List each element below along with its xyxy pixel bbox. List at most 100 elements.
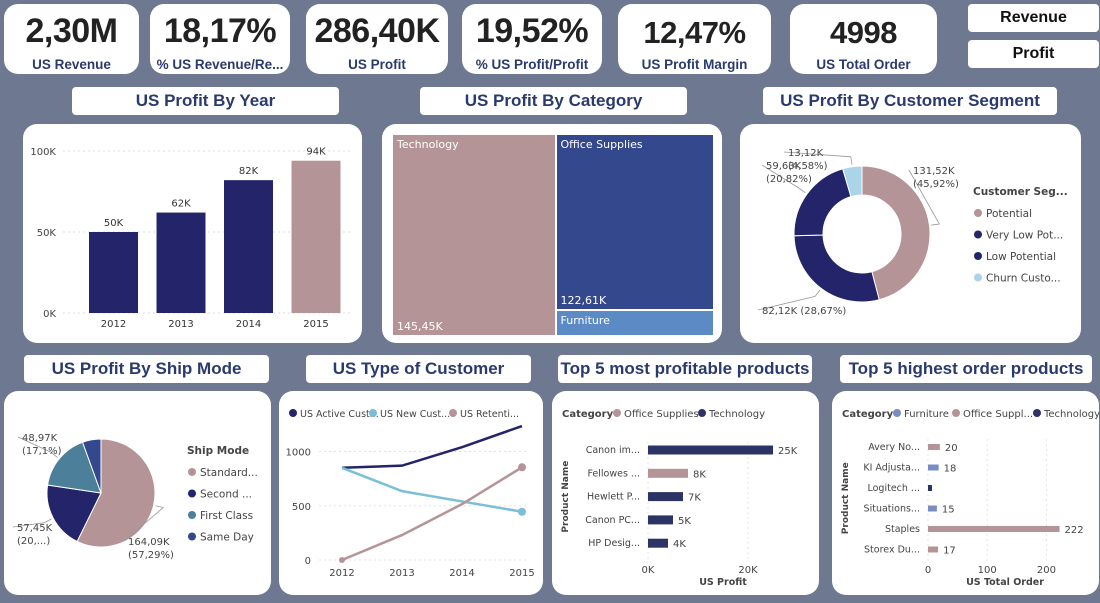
top-profitable-bar-chart: Category Office Supplies Technology 0K 20K Ca… bbox=[561, 409, 798, 588]
bar bbox=[928, 464, 939, 471]
legend-label: US Active Cust... bbox=[300, 409, 379, 420]
treemap-category-label: Technology bbox=[397, 138, 459, 151]
treemap-tile[interactable]: Technology 145,45K bbox=[392, 134, 556, 336]
kpi-label: US Profit bbox=[348, 57, 406, 72]
title-top-profitable: Top 5 most profitable products bbox=[558, 355, 812, 383]
slice bbox=[76, 438, 156, 548]
legend-marker bbox=[698, 409, 706, 417]
title-profit-by-category: US Profit By Category bbox=[420, 87, 687, 115]
slice bbox=[861, 165, 931, 301]
profit-by-ship-mode-pie: 164,09K (57,29%) 57,45K (20,...) 48,97K (17,1… bbox=[12, 433, 258, 561]
legend-marker bbox=[974, 252, 982, 260]
kpi-card-revenue: 2,30M US Revenue bbox=[4, 4, 139, 74]
top-orders-bar-chart: Category Furniture Office Suppl... Technolo… bbox=[841, 409, 1100, 588]
y-tick-label: Canon im... bbox=[586, 445, 640, 456]
data-label: 15 bbox=[942, 505, 955, 516]
y-tick-label: HP Desig... bbox=[588, 538, 640, 549]
kpi-card-profit-margin: 12,47% US Profit Margin bbox=[618, 4, 771, 74]
slice-label: (20,82%) bbox=[766, 174, 812, 185]
legend-label: Churn Custo... bbox=[986, 273, 1061, 285]
kpi-label: US Revenue bbox=[32, 57, 111, 72]
x-tick-label: 0K bbox=[642, 565, 655, 576]
kpi-value: 12,47% bbox=[643, 15, 746, 50]
x-tick-label: 2015 bbox=[303, 319, 328, 330]
bar bbox=[648, 538, 668, 548]
kpi-value: 19,52% bbox=[475, 12, 589, 50]
slice-label: (4,58%) bbox=[788, 161, 828, 172]
slice-label: 164,09K bbox=[128, 537, 170, 548]
leader-line bbox=[908, 169, 941, 226]
y-axis-title: Product Name bbox=[561, 461, 571, 533]
treemap-category-label: Office Supplies bbox=[560, 138, 643, 151]
legend-label: Technology bbox=[708, 409, 765, 420]
treemap-category-label: Furniture bbox=[560, 313, 610, 327]
y-tick-label: 100K bbox=[30, 147, 56, 158]
y-tick-label: 0 bbox=[305, 556, 311, 567]
legend-marker bbox=[974, 273, 982, 282]
leader-line bbox=[783, 151, 853, 165]
y-tick-label: 0K bbox=[43, 309, 56, 320]
y-tick-label: Situations... bbox=[864, 504, 920, 515]
kpi-label: % US Profit/Profit bbox=[475, 57, 589, 72]
x-tick-label: 200 bbox=[1037, 565, 1056, 576]
treemap-value-label: 145,45K bbox=[397, 320, 443, 333]
bar bbox=[928, 485, 932, 491]
data-label: 18 bbox=[944, 464, 957, 475]
profit-by-category-treemap: Technology 145,45K Office Supplies 122,61K F… bbox=[392, 134, 714, 336]
slice-label: 57,45K bbox=[17, 523, 53, 534]
slice-label: 59,63K bbox=[766, 161, 802, 172]
legend-label: Standard... bbox=[200, 467, 258, 479]
kpi-value: 286,40K bbox=[314, 12, 440, 50]
legend-title: Category bbox=[562, 409, 614, 420]
kpi-card-revenue-ratio: 18,17% % US Revenue/Re... bbox=[150, 4, 290, 74]
title-profit-by-ship-mode: US Profit By Ship Mode bbox=[24, 355, 269, 383]
treemap-tile[interactable]: Office Supplies 122,61K bbox=[555, 134, 714, 310]
profit-by-year-chart: 0K 50K 100K 50K 2012 62K 2013 82K 2014 94K 2015 bbox=[30, 147, 353, 330]
x-tick-label: 2013 bbox=[168, 319, 193, 330]
x-tick-label: 2012 bbox=[329, 568, 354, 579]
kpi-card-profit: 286,40K US Profit bbox=[306, 4, 448, 74]
slice-label: 82,12K (28,67%) bbox=[762, 306, 846, 317]
series-line bbox=[341, 466, 523, 562]
slice bbox=[81, 438, 102, 494]
x-tick-label: 2012 bbox=[101, 319, 126, 330]
legend-label: Same Day bbox=[200, 532, 254, 544]
x-tick-label: 0 bbox=[925, 565, 931, 576]
legend-label: Low Potential bbox=[986, 251, 1056, 263]
data-label: 222 bbox=[1064, 525, 1083, 536]
bar bbox=[928, 444, 940, 450]
slice-label: (17,1%) bbox=[22, 446, 62, 457]
slice-label: (57,29%) bbox=[128, 550, 174, 561]
legend-label: US Retenti... bbox=[460, 409, 519, 420]
kpi-value: 4998 bbox=[830, 15, 897, 50]
data-label: 8K bbox=[693, 469, 706, 480]
legend-label: Second ... bbox=[200, 489, 252, 501]
leader-line bbox=[17, 436, 58, 458]
slice bbox=[47, 441, 102, 494]
bar bbox=[648, 468, 688, 478]
profit-button[interactable]: Profit bbox=[968, 40, 1099, 68]
y-tick-label: Avery No... bbox=[868, 442, 920, 453]
legend-label: Potential bbox=[986, 208, 1032, 220]
data-label: 62K bbox=[171, 199, 191, 210]
bar bbox=[648, 492, 683, 502]
kpi-value: 2,30M bbox=[25, 12, 119, 50]
data-label: 50K bbox=[104, 218, 124, 229]
x-tick-label: 2015 bbox=[509, 568, 534, 579]
legend-label: Office Supplies bbox=[624, 409, 699, 420]
kpi-label: US Profit Margin bbox=[641, 57, 748, 72]
legend-marker bbox=[188, 468, 196, 476]
legend-marker bbox=[188, 532, 196, 541]
legend-title: Ship Mode bbox=[187, 445, 249, 457]
revenue-button[interactable]: Revenue bbox=[968, 4, 1099, 32]
treemap-tile[interactable]: Furniture bbox=[555, 309, 714, 336]
leader-line bbox=[757, 289, 821, 311]
kpi-label: US Total Order bbox=[816, 57, 911, 72]
x-axis-title: US Total Order bbox=[966, 577, 1044, 588]
title-profit-by-segment: US Profit By Customer Segment bbox=[763, 87, 1057, 115]
slice bbox=[842, 165, 863, 198]
data-label: 17 bbox=[943, 546, 956, 557]
title-top-orders: Top 5 highest order products bbox=[840, 355, 1092, 383]
y-tick-label: KI Adjusta... bbox=[863, 463, 920, 474]
series-line bbox=[341, 466, 523, 513]
